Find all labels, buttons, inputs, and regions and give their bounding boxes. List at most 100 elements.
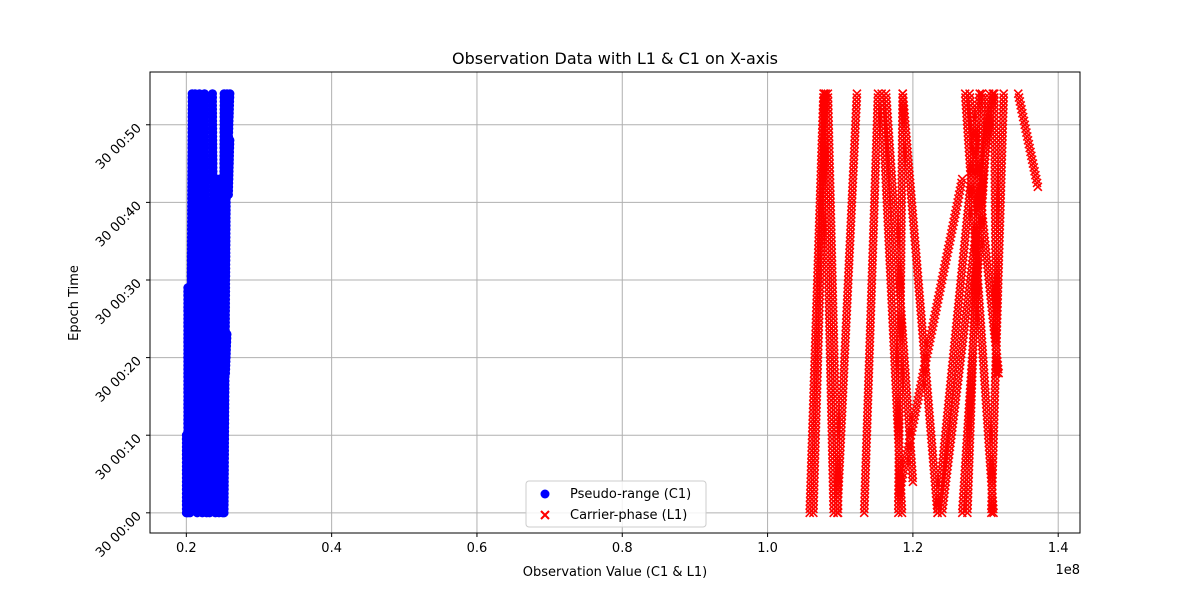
x-tick-label: 0.6 <box>467 541 488 556</box>
data-point <box>989 403 1000 413</box>
data-point <box>867 267 877 277</box>
data-point <box>974 182 984 192</box>
data-point <box>964 457 974 467</box>
data-point <box>838 395 848 405</box>
data-point <box>976 321 986 332</box>
data-point <box>863 395 873 405</box>
data-point <box>827 252 837 262</box>
data-point <box>989 399 1000 409</box>
data-point <box>975 151 985 161</box>
data-point <box>812 391 822 401</box>
data-point <box>862 411 872 421</box>
data-point <box>830 380 840 390</box>
data-point <box>866 287 877 297</box>
data-point <box>883 112 893 122</box>
data-point <box>894 411 904 421</box>
data-point <box>967 380 977 390</box>
data-point <box>846 217 856 227</box>
data-point <box>814 321 824 332</box>
data-point <box>894 457 904 467</box>
data-point <box>827 267 837 277</box>
data-point <box>901 380 911 390</box>
data-point <box>830 399 840 409</box>
data-point <box>973 209 983 219</box>
data-point <box>896 232 906 242</box>
data-point <box>974 166 984 176</box>
data-point <box>895 364 905 374</box>
data-point <box>845 244 855 254</box>
data-point <box>867 263 877 273</box>
data-point <box>868 252 878 262</box>
data-point <box>890 217 900 227</box>
data-point <box>836 422 846 433</box>
data-point <box>838 376 849 386</box>
data-point <box>830 395 840 405</box>
data-point <box>983 108 993 118</box>
data-point <box>990 252 1001 262</box>
data-point <box>815 287 825 297</box>
data-point <box>989 415 999 425</box>
data-point <box>811 403 822 413</box>
y-tick-label: 30 00:50 <box>93 121 145 173</box>
data-point <box>894 403 905 413</box>
data-point <box>844 256 854 266</box>
data-point <box>894 407 904 417</box>
data-point <box>896 283 906 293</box>
data-point <box>824 139 834 149</box>
data-point <box>971 256 981 266</box>
data-point <box>988 457 998 467</box>
data-point <box>894 399 905 409</box>
data-point <box>897 178 907 188</box>
data-point <box>893 496 904 506</box>
data-point <box>967 186 977 196</box>
data-point <box>977 341 987 351</box>
data-point <box>810 442 820 452</box>
data-point <box>811 407 821 417</box>
data-point <box>969 310 979 320</box>
data-point <box>998 108 1008 118</box>
data-point <box>890 213 900 223</box>
data-point <box>863 387 873 398</box>
data-point <box>849 143 859 153</box>
data-point <box>812 376 822 386</box>
data-point <box>966 170 976 180</box>
data-point <box>883 120 893 130</box>
data-point <box>981 395 991 405</box>
data-point <box>977 96 987 107</box>
legend-label-pseudo-range: Pseudo-range (C1) <box>570 487 691 502</box>
data-point <box>837 399 847 409</box>
data-point <box>843 283 853 293</box>
data-point <box>966 391 976 401</box>
data-point <box>883 124 893 134</box>
data-point <box>839 372 849 382</box>
data-point <box>865 333 875 343</box>
data-point <box>990 228 1000 238</box>
data-point <box>824 147 834 157</box>
data-point <box>981 391 991 401</box>
data-point <box>894 434 904 444</box>
data-point <box>976 329 987 339</box>
data-point <box>840 337 850 347</box>
data-point <box>990 131 1000 141</box>
data-point <box>974 162 984 173</box>
data-point <box>840 341 850 351</box>
data-point <box>987 492 997 502</box>
data-point <box>866 314 876 324</box>
data-point <box>966 178 976 188</box>
data-point <box>989 96 999 107</box>
data-point <box>896 213 906 223</box>
data-point <box>849 159 859 169</box>
data-point <box>987 484 997 495</box>
data-point <box>998 104 1008 114</box>
data-point <box>963 477 974 487</box>
data-point <box>871 143 881 153</box>
data-point <box>833 492 843 502</box>
data-point <box>991 364 1001 374</box>
data-point <box>835 457 845 467</box>
data-point <box>862 407 873 417</box>
data-point <box>969 318 979 328</box>
data-point <box>970 290 980 301</box>
data-point <box>989 426 999 436</box>
data-point <box>810 446 820 456</box>
data-point <box>830 387 840 398</box>
